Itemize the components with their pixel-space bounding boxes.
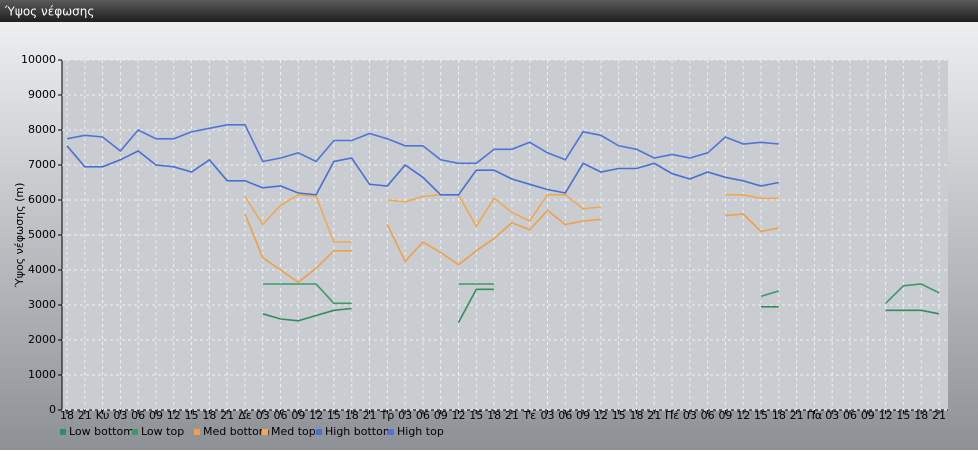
x-tick-label: 03 [825, 409, 839, 422]
legend-swatch [60, 429, 66, 435]
x-tick-label: 18 [629, 409, 643, 422]
x-tick-label: 21 [220, 409, 234, 422]
x-tick-label: 18 [60, 409, 74, 422]
legend-label: Low top [141, 425, 184, 438]
x-tick-label: 15 [469, 409, 483, 422]
x-tick-label: 12 [736, 409, 750, 422]
x-tick-label: 18 [914, 409, 928, 422]
x-tick-label: 03 [256, 409, 270, 422]
x-tick-label: 03 [398, 409, 412, 422]
y-tick-label: 7000 [28, 158, 56, 171]
x-tick-label: 21 [647, 409, 661, 422]
series-line [262, 283, 940, 305]
x-tick-label: 06 [843, 409, 857, 422]
series-line [244, 193, 779, 243]
x-tick-label: 03 [113, 409, 127, 422]
x-tick-label: 21 [790, 409, 804, 422]
y-tick-label: 4000 [28, 263, 56, 276]
title-bar [0, 0, 978, 22]
legend-label: High top [397, 425, 444, 438]
x-tick-label: 18 [202, 409, 216, 422]
y-tick-label: 10000 [21, 53, 56, 66]
x-tick-label: 21 [363, 409, 377, 422]
x-tick-label: Τρ [379, 409, 394, 422]
x-tick-label: 09 [434, 409, 448, 422]
x-tick-label: 15 [754, 409, 768, 422]
window-title: Ύψος νέφωσης [4, 5, 94, 19]
y-tick-label: 5000 [28, 228, 56, 241]
x-tick-label: 12 [879, 409, 893, 422]
legend-swatch [194, 429, 200, 435]
series-line [66, 124, 779, 165]
x-tick-label: 09 [718, 409, 732, 422]
y-tick-label: 9000 [28, 88, 56, 101]
x-tick-label: 03 [683, 409, 697, 422]
y-tick-label: 0 [49, 403, 56, 416]
x-tick-label: 21 [78, 409, 92, 422]
x-tick-label: 09 [149, 409, 163, 422]
x-tick-label: 03 [540, 409, 554, 422]
x-tick-label: 15 [896, 409, 910, 422]
legend-label: Med top [271, 425, 316, 438]
x-tick-label: 09 [291, 409, 305, 422]
legend-label: Low bottom [69, 425, 134, 438]
legend-swatch [316, 429, 322, 435]
legend-swatch [388, 429, 394, 435]
x-tick-label: 06 [558, 409, 572, 422]
x-tick-label: 21 [505, 409, 519, 422]
legend-label: Med bottom [203, 425, 270, 438]
x-tick-label: Πέ [665, 409, 679, 422]
y-tick-label: 8000 [28, 123, 56, 136]
x-tick-label: 15 [327, 409, 341, 422]
series-line [66, 145, 779, 196]
y-axis-label: Ύψος νέφωσης (m) [13, 183, 26, 289]
x-tick-label: 21 [932, 409, 946, 422]
x-tick-label: Πα [807, 409, 823, 422]
x-tick-label: 18 [345, 409, 359, 422]
x-tick-label: 09 [861, 409, 875, 422]
x-tick-label: 15 [612, 409, 626, 422]
y-tick-label: 2000 [28, 333, 56, 346]
x-tick-label: 12 [452, 409, 466, 422]
x-tick-label: 09 [576, 409, 590, 422]
x-tick-label: 12 [309, 409, 323, 422]
x-tick-label: 18 [487, 409, 501, 422]
x-tick-label: 06 [416, 409, 430, 422]
x-tick-label: 18 [772, 409, 786, 422]
series-line [262, 288, 940, 323]
x-tick-label: 06 [701, 409, 715, 422]
x-tick-label: 12 [167, 409, 181, 422]
x-tick-label: 06 [131, 409, 145, 422]
y-tick-label: 6000 [28, 193, 56, 206]
y-tick-label: 3000 [28, 298, 56, 311]
legend-swatch [132, 429, 138, 435]
series-line [244, 209, 779, 284]
x-tick-label: Τε [522, 409, 536, 422]
x-tick-label: Δε [238, 409, 252, 422]
x-tick-label: Κυ [96, 409, 110, 422]
x-tick-label: 15 [185, 409, 199, 422]
x-tick-label: 12 [594, 409, 608, 422]
legend-label: High bottom [325, 425, 394, 438]
legend-swatch [262, 429, 268, 435]
y-tick-label: 1000 [28, 368, 56, 381]
x-tick-label: 06 [274, 409, 288, 422]
